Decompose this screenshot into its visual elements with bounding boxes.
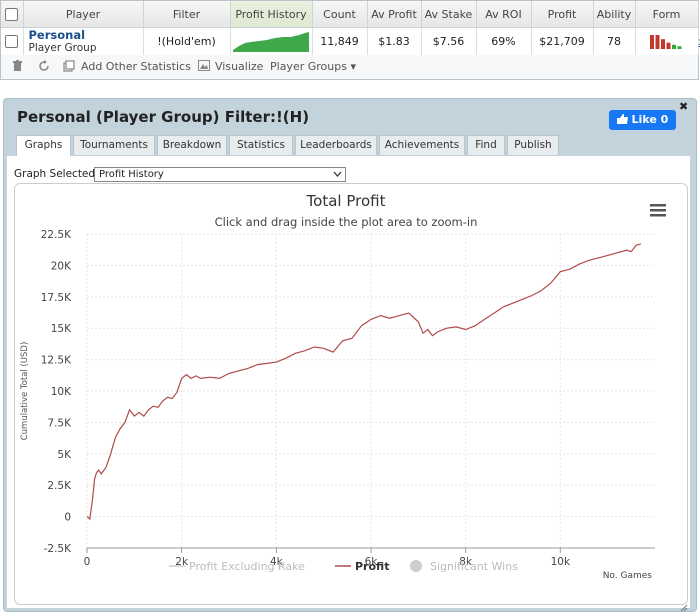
close-icon[interactable]: ✖ [679, 100, 688, 113]
row-checkbox[interactable] [1, 28, 23, 56]
tab-content: Graph Selected: Profit History Total Pro… [7, 156, 690, 608]
legend-item[interactable]: Significant Wins [430, 560, 518, 573]
column-header-form[interactable]: Form [635, 1, 698, 28]
thumbs-up-icon [617, 113, 632, 126]
form-cell [635, 28, 698, 56]
av-profit-cell: $1.83 [367, 28, 421, 56]
column-header-filter[interactable]: Filter [143, 1, 230, 28]
y-tick-label: 15K [51, 323, 72, 335]
count-cell: 11,849 [312, 28, 367, 56]
series-line-profit[interactable] [87, 244, 641, 519]
form-bar [666, 42, 670, 48]
tab-leaderboards[interactable]: Leaderboards [295, 135, 377, 155]
y-tick-label: 5K [57, 449, 72, 461]
form-chart [650, 33, 684, 51]
profit-history-sparkline [233, 31, 309, 52]
table-header-row: Player Filter Profit History Count Av Pr… [1, 1, 698, 28]
column-header-av-stake[interactable]: Av Stake [421, 1, 476, 28]
graph-select-dropdown[interactable]: Profit History [94, 167, 346, 182]
x-axis-title: No. Games [603, 571, 653, 581]
player-name-link[interactable]: Personal [24, 29, 143, 42]
stats-table: Player Filter Profit History Count Av Pr… [1, 1, 698, 55]
form-bar [677, 46, 681, 49]
y-tick-label: 12.5K [41, 355, 72, 367]
column-header-av-roi[interactable]: Av ROI [476, 1, 531, 28]
tab-graphs[interactable]: Graphs [16, 135, 71, 156]
x-tick-label: 0 [84, 556, 91, 568]
facebook-like-button[interactable]: Like 0 [609, 110, 676, 130]
chart-title: Total Profit [306, 192, 386, 210]
y-tick-label: 7.5K [47, 417, 72, 429]
select-all-checkbox[interactable] [1, 1, 23, 28]
y-tick-label: -2.5K [44, 543, 72, 555]
add-stats-icon[interactable] [63, 60, 75, 75]
av-roi-cell: 69% [476, 28, 531, 56]
y-tick-label: 22.5K [41, 229, 72, 241]
stats-toolbar: Add Other Statistics Visualize Player Gr… [1, 56, 698, 78]
x-tick-label: 10k [551, 556, 571, 568]
legend-swatch [410, 560, 422, 572]
legend-item[interactable]: Profit [355, 560, 389, 573]
tab-tournaments[interactable]: Tournaments [73, 135, 155, 155]
graph-select-value: Profit History [99, 169, 164, 180]
chart-subtitle: Click and drag inside the plot area to z… [215, 215, 478, 229]
tab-achievements[interactable]: Achievements [379, 135, 465, 155]
player-type: Player Group [24, 42, 143, 54]
column-header-count[interactable]: Count [312, 1, 367, 28]
profit-history-cell [230, 28, 312, 56]
tab-breakdown[interactable]: Breakdown [157, 135, 227, 155]
form-bar [672, 44, 676, 48]
refresh-icon[interactable] [38, 60, 50, 75]
chart-container: Total Profit Click and drag inside the p… [14, 183, 688, 605]
tab-find[interactable]: Find [467, 135, 505, 155]
stats-panel: Player Filter Profit History Count Av Pr… [0, 0, 699, 80]
like-label: Like 0 [632, 113, 669, 126]
y-tick-label: 20K [51, 260, 72, 272]
ability-cell: 78 [593, 28, 635, 56]
column-header-profit[interactable]: Profit [531, 1, 593, 28]
column-header-av-profit[interactable]: Av Profit [367, 1, 421, 28]
column-header-player[interactable]: Player [23, 1, 143, 28]
profit-cell: $21,709 [531, 28, 593, 56]
y-tick-label: 2.5K [47, 480, 72, 492]
player-cell: Personal Player Group [23, 28, 143, 56]
form-bar [661, 39, 665, 49]
visualize-button[interactable]: Visualize [215, 60, 263, 73]
graph-panel: ✖ Personal (Player Group) Filter:!(H) Li… [3, 98, 697, 612]
tab-publish[interactable]: Publish [507, 135, 559, 155]
tab-statistics[interactable]: Statistics [229, 135, 293, 155]
resize-handle-icon[interactable] [680, 597, 688, 616]
filter-cell: !(Hold'em) [143, 28, 230, 56]
y-tick-label: 0 [64, 512, 71, 524]
legend-item[interactable]: Profit Excluding Rake [189, 560, 305, 573]
column-header-ability[interactable]: Ability [593, 1, 635, 28]
form-bar [650, 35, 654, 49]
column-header-profit-history[interactable]: Profit History [230, 1, 312, 28]
page-title: Personal (Player Group) Filter:!(H) [17, 108, 309, 126]
graph-select-label: Graph Selected: [14, 168, 99, 180]
add-other-statistics-button[interactable]: Add Other Statistics [81, 60, 191, 73]
profit-chart[interactable]: Total Profit Click and drag inside the p… [15, 184, 687, 604]
hamburger-menu-icon[interactable] [650, 204, 666, 217]
player-groups-dropdown[interactable]: Player Groups ▾ [270, 60, 356, 73]
table-row: Personal Player Group !(Hold'em) 11,849 … [1, 28, 698, 56]
visualize-icon[interactable] [198, 60, 210, 74]
trash-icon[interactable] [12, 60, 23, 75]
y-tick-label: 17.5K [41, 292, 72, 304]
y-tick-label: 10K [51, 386, 72, 398]
form-bar [655, 35, 659, 49]
av-stake-cell: $7.56 [421, 28, 476, 56]
y-axis-title: Cumulative Total (USD) [20, 342, 30, 441]
